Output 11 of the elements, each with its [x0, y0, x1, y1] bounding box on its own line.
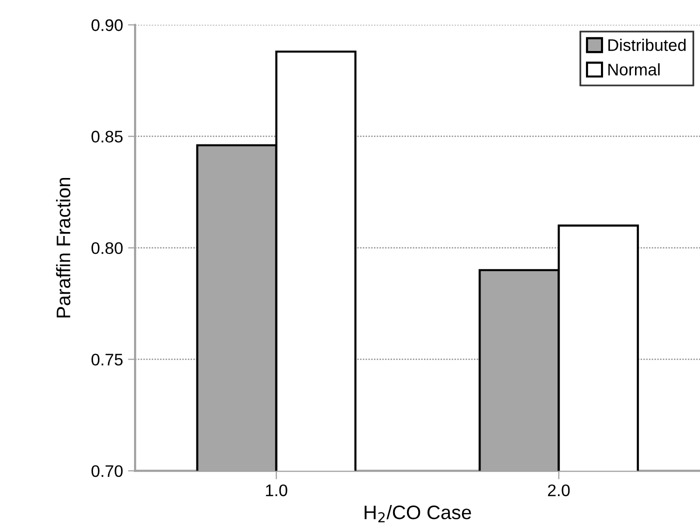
- y-tick-label: 0.85: [92, 130, 123, 143]
- x-tick-label: 1.0: [266, 484, 288, 496]
- x-axis-title: H$_{2}$/CO Case: [364, 504, 472, 522]
- y-tick-label: 0.90: [92, 19, 123, 32]
- y-tick-label: 0.75: [92, 354, 123, 366]
- y-axis-title: Paraffin Fraction: [56, 178, 70, 318]
- x-tick-label: 2.0: [548, 484, 570, 496]
- y-tick-label: 0.80: [92, 242, 123, 254]
- legend-label: Normal: [608, 63, 660, 76]
- legend-label: Distributed: [608, 38, 686, 52]
- y-tick-label: 0.70: [92, 465, 123, 478]
